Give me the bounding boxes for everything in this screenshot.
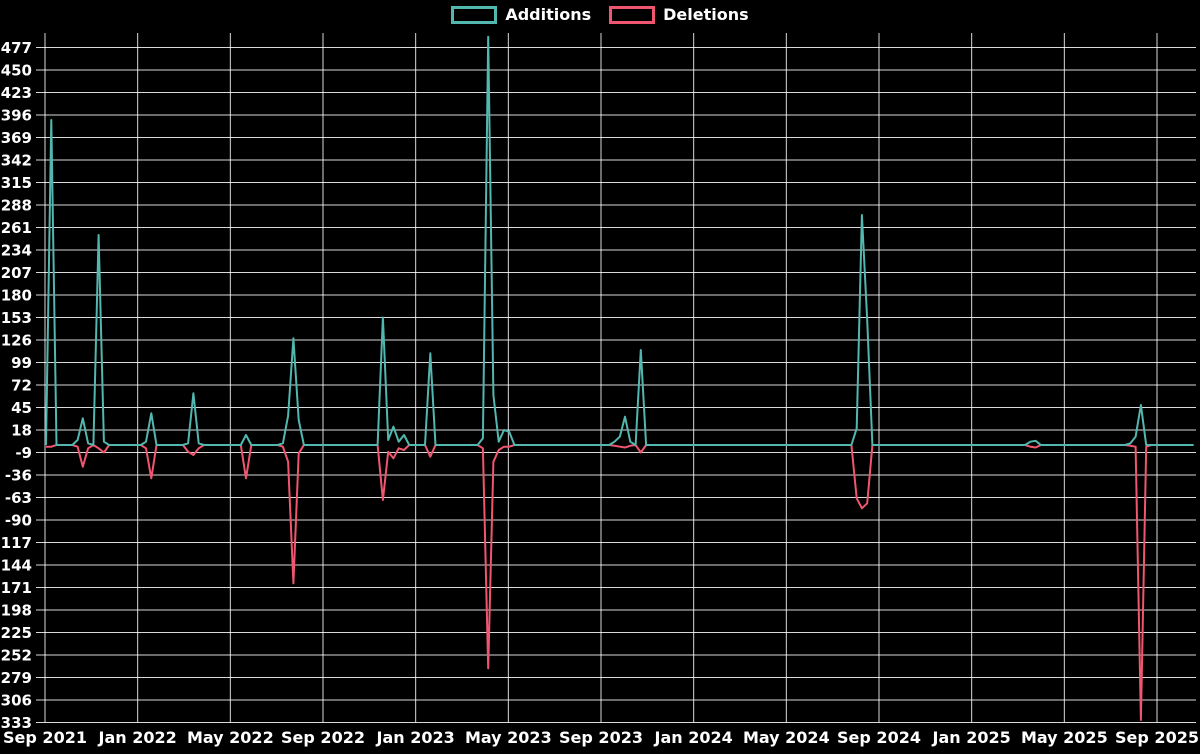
y-axis-tick-label: 477 [1,39,32,57]
y-axis-tick-label: -171 [0,579,32,597]
x-axis-tick-label: Sep 2022 [281,728,365,747]
y-axis-tick-label: -252 [0,647,32,665]
legend-item-additions[interactable]: Additions [451,6,591,24]
y-axis-tick-label: 153 [1,309,32,327]
y-axis-tick-label: -333 [0,714,32,732]
x-axis-tick-label: May 2022 [187,728,274,747]
x-axis-tick-label: Jan 2023 [376,728,455,747]
y-axis-tick-label: -9 [15,444,32,462]
deletions-line [46,444,1194,721]
y-axis-tick-label: 234 [1,242,32,260]
x-axis-tick-label: Jan 2022 [98,728,177,747]
y-axis-tick-label: 423 [1,84,32,102]
y-axis-tick-label: 342 [1,152,32,170]
x-axis-tick-label: Jan 2025 [932,728,1011,747]
y-axis-tick-label: -90 [5,512,32,530]
legend-deletions-label: Deletions [663,5,749,24]
legend-additions-label: Additions [505,5,592,24]
deletions-swatch-icon [609,6,656,24]
x-axis-tick-label: Sep 2023 [559,728,643,747]
x-axis-tick-label: Sep 2024 [837,728,921,747]
y-axis-tick-label: 99 [11,354,32,372]
y-axis-tick-label: 450 [1,62,32,80]
y-axis-tick-label: 180 [1,287,32,305]
y-axis-tick-label: 207 [1,264,32,282]
legend-item-deletions[interactable]: Deletions [609,6,749,24]
y-axis-tick-label: 369 [1,129,32,147]
y-axis-tick-label: 72 [11,377,32,395]
y-axis-tick-label: 288 [1,197,32,215]
additions-swatch-icon [451,6,498,24]
chart-legend: Additions Deletions [0,6,1200,24]
y-axis-tick-label: 396 [1,107,32,125]
y-axis-tick-label: -198 [0,602,32,620]
y-axis-tick-label: 261 [1,219,32,237]
y-axis-tick-label: -279 [0,669,32,687]
x-axis-tick-label: May 2025 [1021,728,1108,747]
y-axis-tick-label: -36 [5,467,32,485]
x-axis-tick-label: Jan 2024 [654,728,733,747]
y-axis-tick-label: 126 [1,332,32,350]
additions-line [45,35,1194,446]
y-axis-tick-label: 18 [11,422,32,440]
y-axis-tick-label: -306 [0,692,32,710]
y-axis-tick-label: -225 [0,624,32,642]
y-axis-tick-label: -144 [0,557,32,575]
y-axis-tick-label: -63 [5,489,32,507]
x-axis-tick-label: May 2024 [743,728,830,747]
x-axis-tick-label: Sep 2025 [1115,728,1199,747]
x-axis-tick-label: May 2023 [465,728,552,747]
y-axis-tick-label: -117 [0,534,32,552]
y-axis-tick-label: 45 [11,399,32,417]
y-axis-tick-label: 315 [1,174,32,192]
x-axis-tick-label: Sep 2021 [3,728,87,747]
